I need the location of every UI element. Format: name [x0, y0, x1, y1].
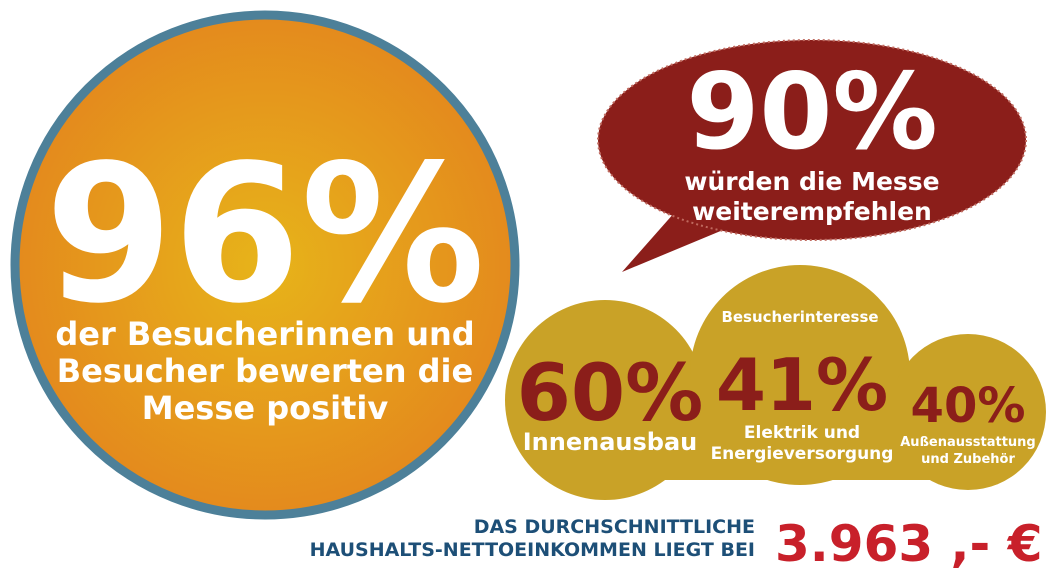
circle [10, 10, 520, 520]
cloud-title: Besucherinteresse [721, 308, 878, 326]
big-percent: 96% [45, 124, 485, 345]
label: Elektrik und [744, 423, 860, 443]
caption: würden die Messe [684, 167, 939, 196]
label: und Zubehör [921, 452, 1015, 467]
income-label: HAUSHALTS-NETTOEINKOMMEN LIEGT BEI [310, 539, 755, 561]
percent: 60% [517, 349, 704, 439]
cloud [505, 265, 1046, 500]
caption: Besucher bewerten die [57, 352, 473, 390]
label: Innenausbau [523, 428, 698, 456]
bubble [597, 39, 1027, 241]
bubble-percent: 90% [686, 51, 937, 173]
label: Außenausstattung [900, 435, 1035, 450]
caption: weiterempfehlen [692, 197, 932, 226]
caption: der Besucherinnen und [55, 315, 474, 353]
income-value: 3.963 ,- € [775, 515, 1043, 573]
income-label: DAS DURCHSCHNITTLICHE [474, 516, 755, 538]
percent: 41% [716, 343, 888, 427]
caption: Messe positiv [142, 389, 389, 427]
label: Energieversorgung [711, 444, 894, 464]
percent: 40% [911, 378, 1026, 434]
